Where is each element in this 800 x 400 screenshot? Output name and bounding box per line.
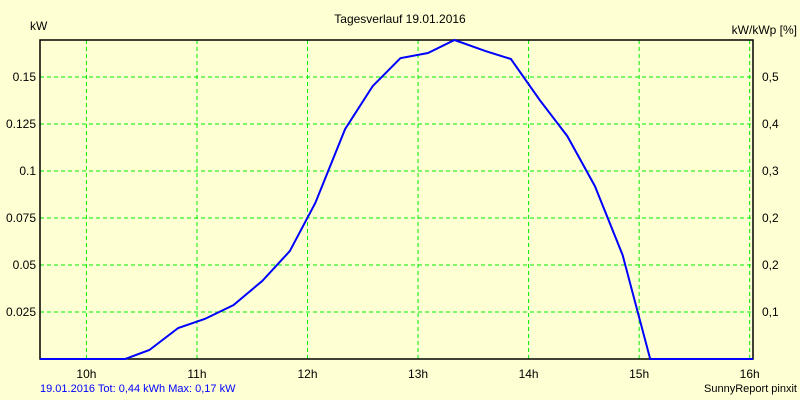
y-tick-label: 0.125 — [6, 117, 36, 131]
y-tick-label: 0.075 — [6, 211, 36, 225]
footer-credit: SunnyReport pinxit — [704, 383, 797, 395]
x-tick-label: 15h — [629, 367, 649, 381]
y-tick-label: 0.1 — [19, 164, 36, 178]
x-tick-label: 12h — [297, 367, 317, 381]
chart-title: Tagesverlauf 19.01.2016 — [334, 12, 466, 26]
y-right-tick-label: 0,4 — [762, 117, 779, 131]
x-tick-label: 14h — [519, 367, 539, 381]
series-line-kw — [40, 38, 753, 360]
y-right-tick-label: 0,2 — [762, 258, 779, 272]
y-tick-label: 0.05 — [13, 258, 37, 272]
footer-summary: 19.01.2016 Tot: 0,44 kWh Max: 0,17 kW — [40, 383, 236, 395]
y-axis-right-label: kW/kWp [%] — [732, 23, 797, 37]
x-tick-label: 16h — [740, 367, 760, 381]
y-right-tick-label: 0,1 — [762, 305, 779, 319]
y-tick-label: 0.15 — [13, 70, 37, 84]
x-tick-label: 13h — [408, 367, 428, 381]
x-tick-label: 11h — [187, 367, 206, 381]
y-right-tick-label: 0,5 — [762, 70, 779, 84]
x-tick-label: 10h — [76, 367, 96, 381]
y-right-tick-label: 0,2 — [762, 211, 779, 225]
plot-frame — [39, 39, 754, 360]
y-axis-label: kW — [30, 19, 48, 33]
y-right-tick-label: 0,3 — [762, 164, 779, 178]
y-tick-label: 0.025 — [6, 305, 36, 319]
